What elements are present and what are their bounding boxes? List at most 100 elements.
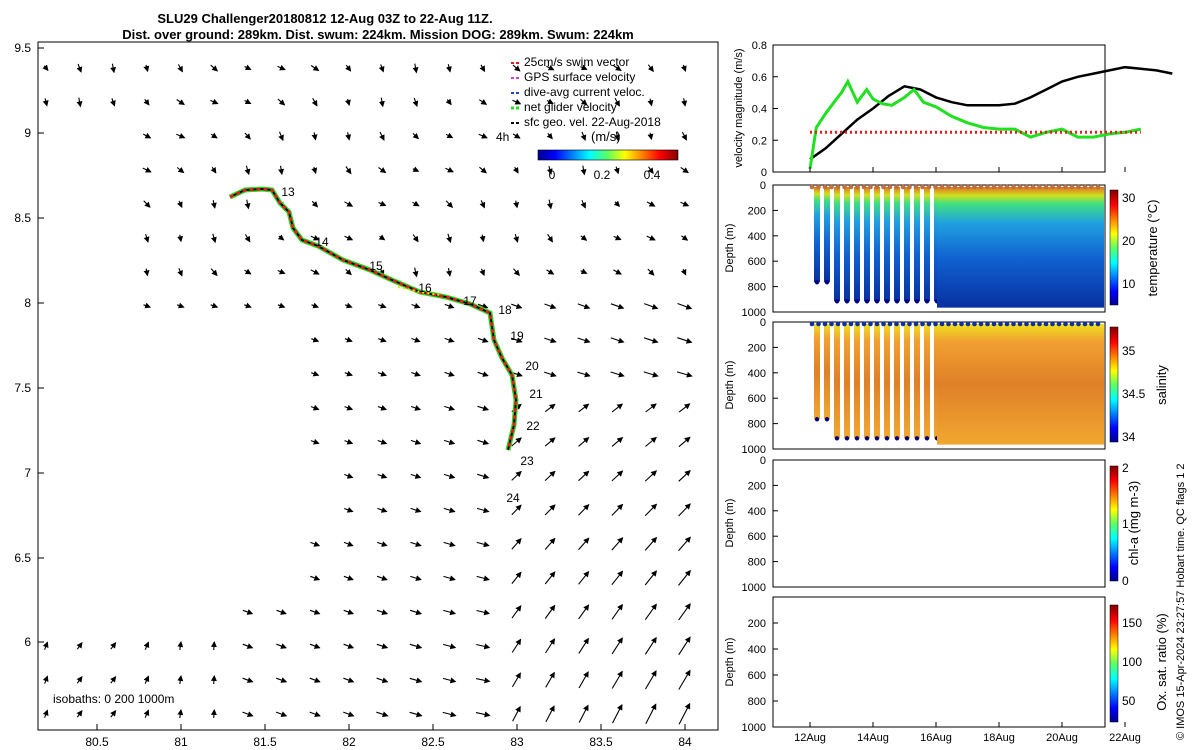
- current-arrow: [644, 603, 657, 621]
- current-arrow: [379, 131, 385, 141]
- current-arrow: [681, 98, 688, 107]
- current-arrow: [546, 199, 553, 210]
- current-arrow: [409, 609, 423, 616]
- current-arrow: [411, 371, 421, 377]
- velocity-series-net-glider-velocity: [808, 78, 1142, 170]
- profile-bottom-dot: [894, 436, 900, 441]
- current-arrow: [611, 670, 623, 689]
- depth-tick-label: 600: [748, 393, 766, 405]
- current-arrow: [376, 677, 389, 684]
- chla-y-ticks: 0 200 400 600 800 1000: [742, 455, 778, 594]
- current-arrow: [309, 711, 321, 717]
- current-arrow: [278, 131, 284, 142]
- surface-dot: [991, 321, 997, 327]
- profile-bottom-dot: [864, 436, 870, 441]
- current-arrow: [210, 199, 217, 209]
- current-arrow: [544, 437, 556, 447]
- current-arrow: [546, 98, 554, 104]
- current-arrow: [343, 643, 355, 649]
- current-arrow: [646, 235, 656, 241]
- profile-strip: [904, 187, 910, 302]
- current-arrow: [545, 671, 555, 688]
- current-arrow: [647, 268, 655, 276]
- current-arrow: [511, 470, 522, 481]
- map-y-tick-label: 9: [24, 126, 31, 140]
- profile-bottom-dot: [814, 417, 820, 422]
- surface-dot: [1089, 321, 1094, 327]
- current-arrow: [310, 65, 320, 72]
- profile-bottom-dot: [924, 436, 930, 441]
- map-axes-box: [37, 41, 719, 731]
- current-arrow: [344, 234, 354, 241]
- map-y-tick-label: 7.5: [14, 381, 31, 395]
- current-arrow: [680, 200, 690, 207]
- current-arrow: [443, 541, 456, 548]
- current-arrow: [446, 268, 452, 277]
- profile-bottom-dot: [914, 436, 920, 441]
- day-label: 18: [498, 303, 512, 317]
- depth-tick-label: 400: [748, 506, 766, 518]
- current-arrow: [512, 166, 519, 174]
- surface-dot: [965, 321, 971, 327]
- map-cbar-tick-1: 0.2: [594, 168, 611, 182]
- current-arrow: [242, 711, 254, 717]
- depth-tick-label: 600: [748, 256, 766, 268]
- current-arrow: [344, 472, 354, 479]
- current-arrow: [244, 234, 251, 243]
- legend-item-swim-vector: 25cm/s swim vector: [511, 55, 629, 69]
- profile-bottom-dot: [834, 436, 840, 441]
- date-tick-label: 12Aug: [794, 732, 826, 744]
- current-arrow: [42, 709, 49, 718]
- current-arrow: [244, 132, 251, 140]
- current-arrow: [446, 64, 452, 73]
- surface-dot: [1017, 184, 1023, 190]
- current-arrow: [276, 643, 287, 649]
- current-arrow: [477, 405, 490, 412]
- current-arrow: [412, 200, 420, 207]
- current-arrow: [476, 609, 491, 616]
- profile-bottom-dot: [904, 436, 910, 441]
- current-arrow: [578, 570, 590, 585]
- current-arrow: [410, 507, 422, 513]
- profile-strip: [854, 187, 860, 302]
- velocity-y-tick-label: 0.2: [752, 135, 767, 147]
- current-arrow: [511, 437, 522, 447]
- current-arrow: [611, 570, 624, 586]
- surface-dot: [926, 184, 932, 190]
- current-arrow: [376, 643, 389, 649]
- current-arrow: [343, 677, 355, 683]
- oxygen-panel: 200 400 600 800 1000 12Aug 14Aug 16Aug 18Aug 20A…: [724, 596, 1169, 744]
- current-arrow: [344, 302, 353, 309]
- profile-strip: [924, 187, 930, 302]
- chla-cbar-label: chl-a (mg m-3): [1126, 481, 1141, 566]
- current-arrow: [643, 337, 659, 344]
- current-arrow: [477, 337, 489, 343]
- profile-strip: [814, 187, 820, 283]
- current-arrow: [277, 64, 286, 71]
- current-arrow: [546, 64, 555, 71]
- surface-dot: [939, 321, 945, 327]
- current-arrow: [476, 541, 490, 548]
- current-arrow: [645, 436, 657, 447]
- day-labels: 13 14 15 16 17 18 19 20 21 22 23 24: [281, 185, 543, 505]
- depth-tick-label: 200: [748, 618, 766, 630]
- current-arrow: [643, 371, 659, 378]
- legend-item-gps-surface-velocity: GPS surface velocity: [511, 70, 635, 84]
- depth-tick-label: 0: [760, 317, 766, 329]
- sal-cbar-tick-34: 34: [1122, 430, 1136, 444]
- temperature-cbar-label: temperature (°C): [1145, 200, 1160, 297]
- sal-cbar-tick-345: 34.5: [1122, 387, 1146, 401]
- current-arrow: [580, 165, 587, 176]
- surface-dot: [829, 321, 834, 327]
- profile-bottom-dot: [884, 436, 890, 441]
- current-arrow: [143, 200, 151, 208]
- current-arrow: [378, 167, 387, 174]
- current-arrow: [143, 64, 150, 73]
- surface-dot: [1076, 184, 1081, 190]
- current-arrow: [678, 669, 691, 690]
- surface-dot: [998, 321, 1003, 327]
- surface-dot: [1037, 184, 1042, 190]
- surface-dot: [861, 184, 867, 190]
- oxy-cbar-tick-50: 50: [1122, 694, 1136, 708]
- surface-dot: [965, 184, 971, 190]
